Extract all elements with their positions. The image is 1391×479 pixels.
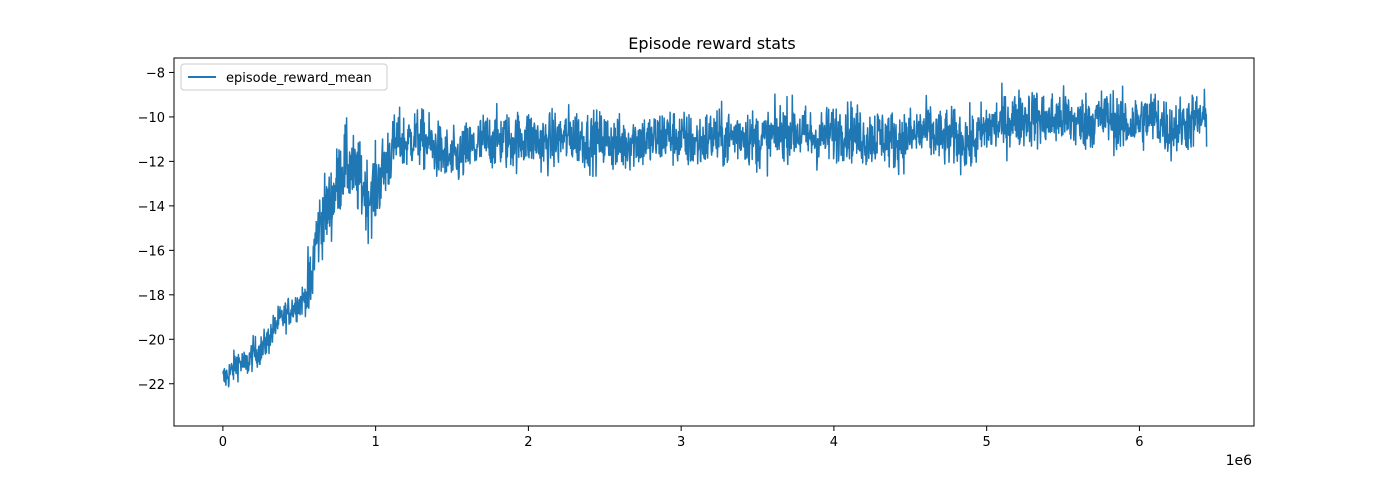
x-tick-label: 1 [372, 435, 380, 450]
y-tick-label: −10 [138, 111, 165, 126]
x-tick-label: 6 [1135, 435, 1143, 450]
y-tick-label: −8 [146, 66, 165, 81]
legend-box [180, 63, 388, 91]
y-tick-label: −18 [138, 289, 165, 304]
plot-area [222, 82, 1208, 388]
x-tick-label: 2 [524, 435, 532, 450]
series-line-episode_reward_mean [222, 82, 1208, 388]
y-tick-label: −14 [138, 200, 165, 215]
legend: episode_reward_mean [180, 63, 388, 91]
x-tick-label: 5 [983, 435, 991, 450]
chart-title: Episode reward stats [628, 34, 795, 53]
y-tick-label: −16 [138, 244, 165, 259]
x-tick-label: 4 [830, 435, 838, 450]
x-offset-label: 1e6 [1226, 453, 1253, 469]
legend-label: episode_reward_mean [226, 71, 372, 86]
x-axis: 0 1 2 3 4 5 6 [219, 426, 1144, 450]
y-tick-label: −12 [138, 155, 165, 170]
axes-frame [173, 57, 1255, 427]
y-tick-label: −22 [138, 378, 165, 393]
y-tick-label: −20 [138, 333, 165, 348]
x-tick-label: 0 [219, 435, 227, 450]
y-axis: −22 −20 −18 −16 −14 −12 −10 −8 [138, 66, 174, 393]
x-tick-label: 3 [677, 435, 685, 450]
